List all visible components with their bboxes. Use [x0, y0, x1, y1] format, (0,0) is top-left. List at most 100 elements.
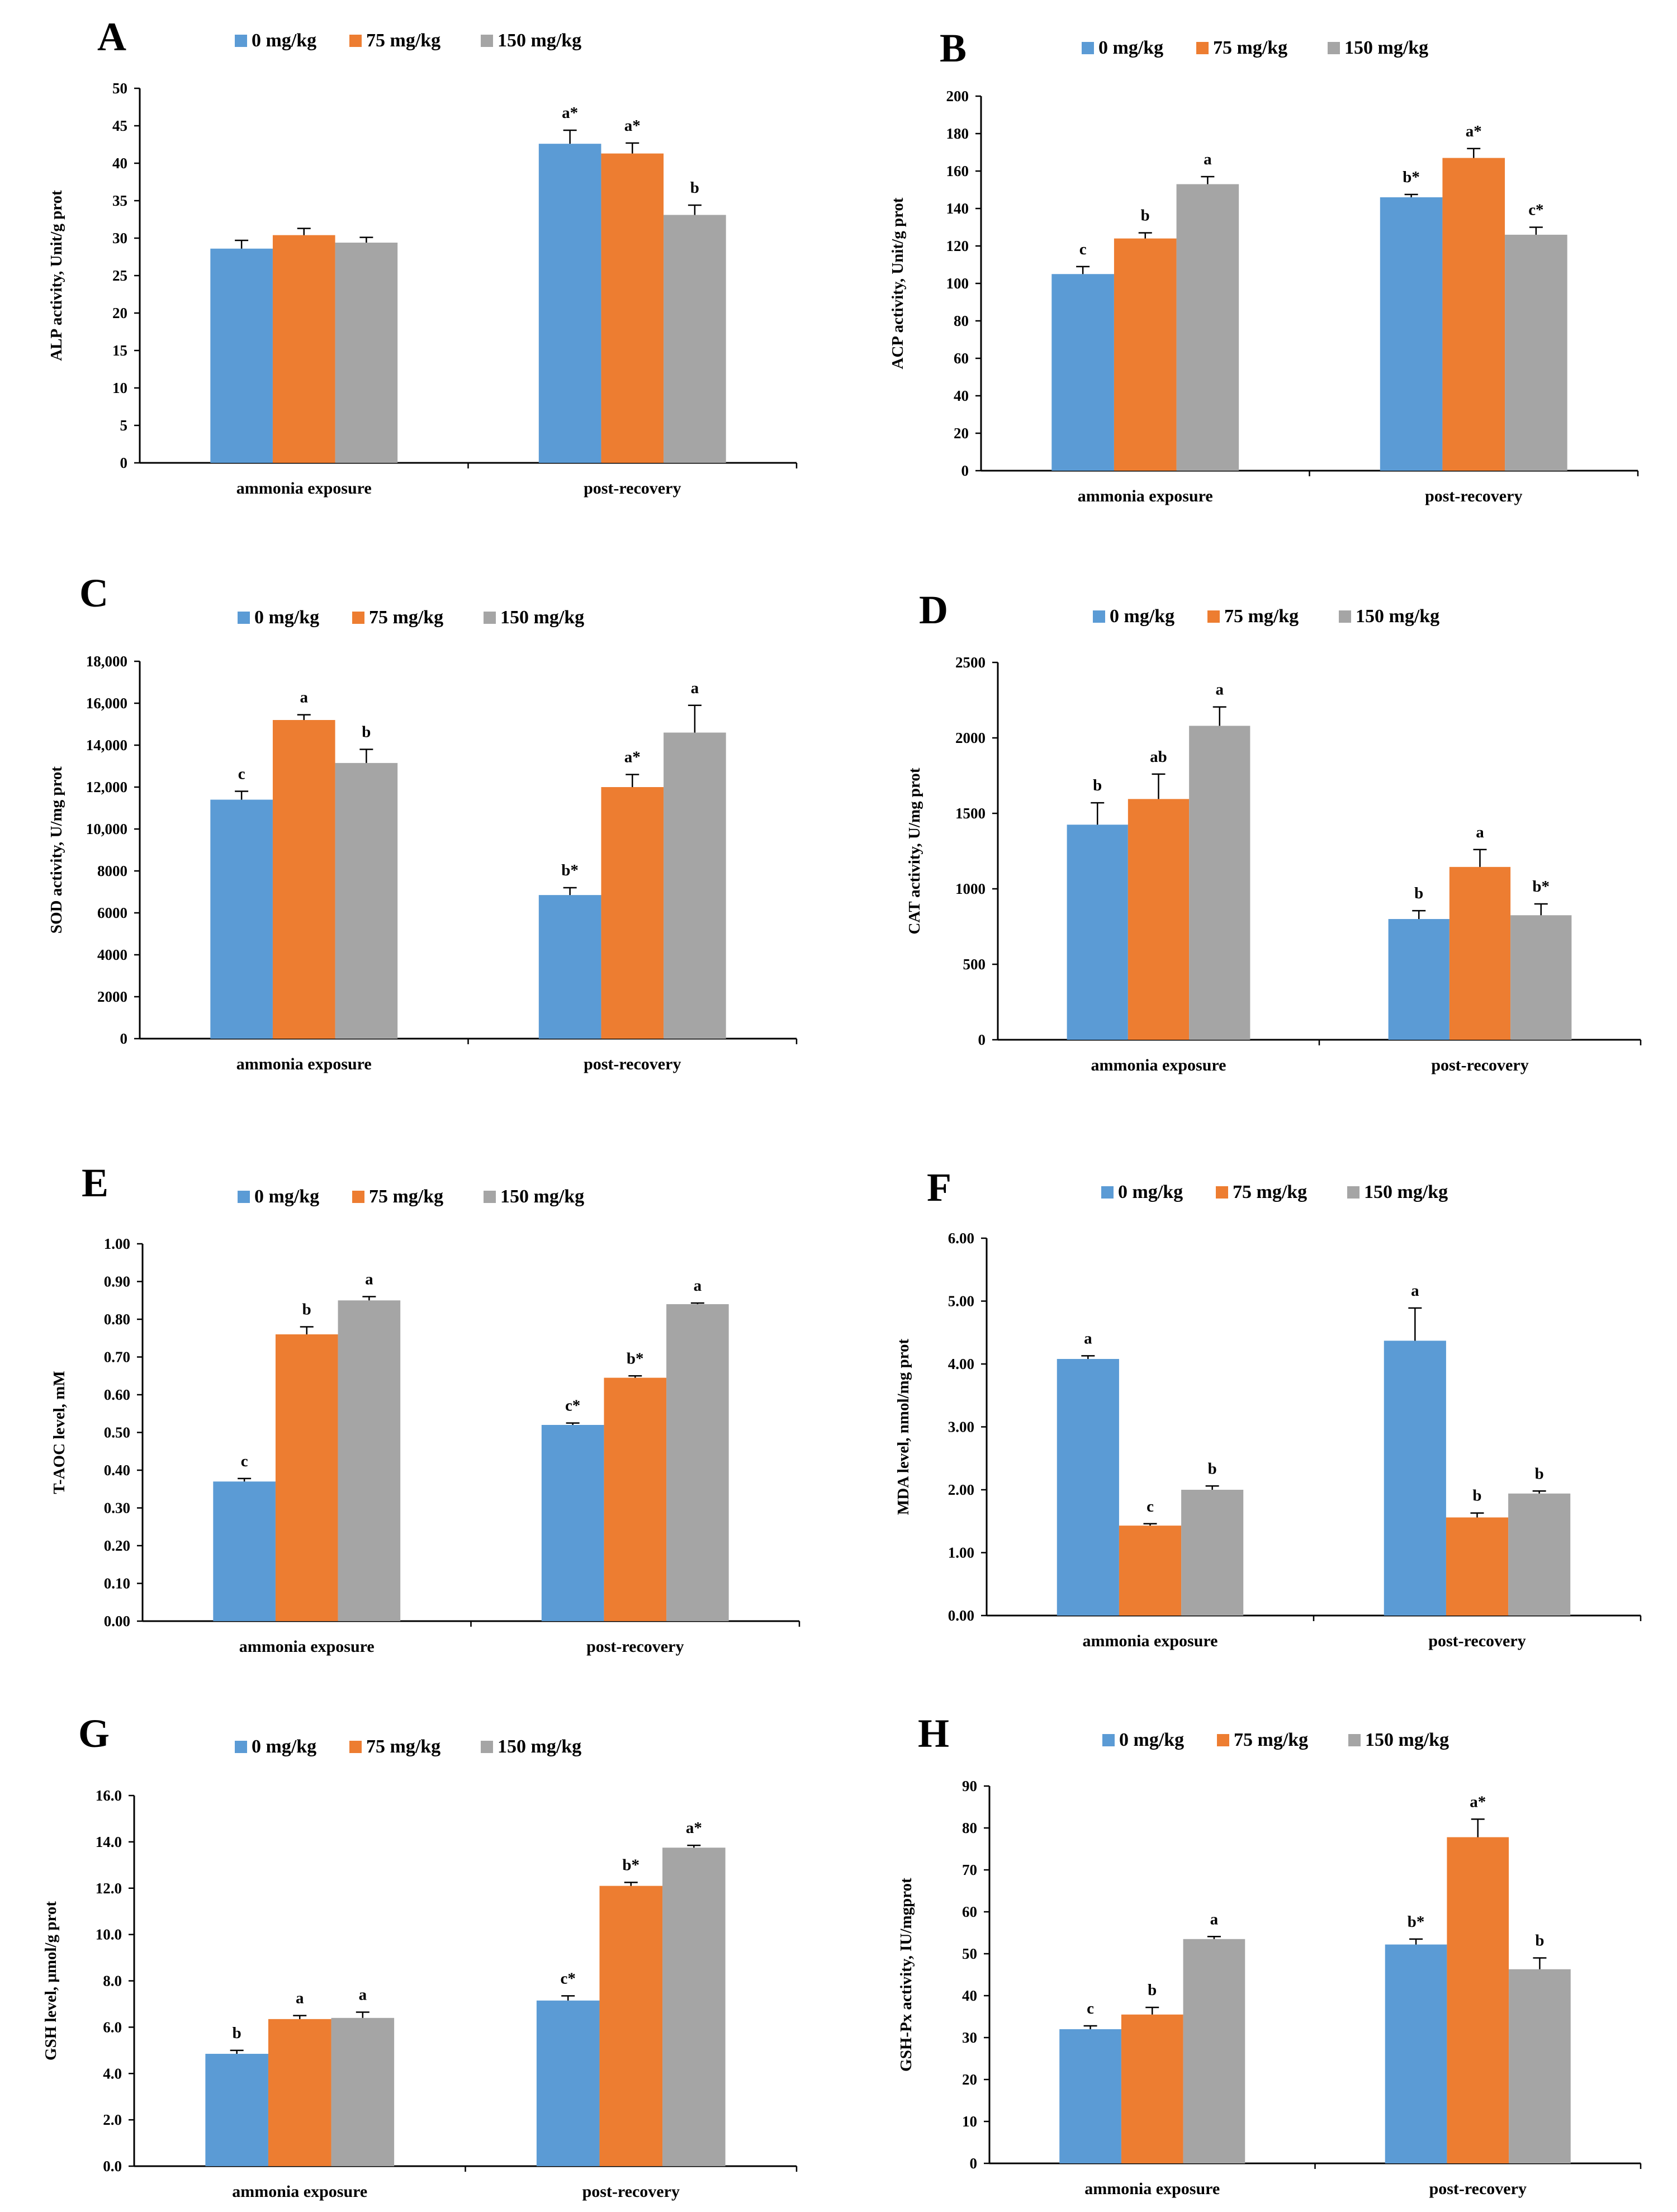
bar-75-mg-kg-post-recovery: [1447, 1837, 1509, 2163]
legend-label-0-mg-kg: 0 mg/kg: [1118, 1182, 1183, 1202]
bar-75-mg-kg-post-recovery: [1449, 866, 1511, 1040]
legend-label-150-mg-kg: 150 mg/kg: [498, 30, 581, 51]
category-label-ammonia-exposure: ammonia exposure: [236, 1055, 372, 1073]
legend-label-75-mg-kg: 75 mg/kg: [1213, 37, 1287, 58]
y-tick-label: 1.00: [948, 1545, 974, 1561]
legend-label-150-mg-kg: 150 mg/kg: [500, 607, 584, 628]
bar-150-mg-kg-post-recovery: [666, 1304, 729, 1621]
y-tick-label: 2500: [955, 654, 986, 671]
panel-letter-e: E: [82, 1161, 108, 1205]
legend-label-75-mg-kg: 75 mg/kg: [369, 1186, 443, 1207]
y-tick-label: 14.0: [96, 1834, 122, 1850]
y-tick-label: 5: [120, 417, 128, 434]
y-tick-label: 20: [962, 2071, 977, 2088]
y-tick-label: 200: [946, 88, 969, 105]
category-label-post-recovery: post-recovery: [1428, 1632, 1526, 1650]
legend-label-150-mg-kg: 150 mg/kg: [1364, 1182, 1448, 1202]
legend-d: 0 mg/kg 75 mg/kg 150 mg/kg: [1093, 606, 1439, 627]
bar-75-mg-kg-ammonia-exposure: [1128, 799, 1190, 1040]
significance-label: b: [1093, 776, 1102, 794]
y-tick-label: 10,000: [86, 821, 127, 837]
legend-swatch-75-mg-kg: [1217, 1734, 1229, 1746]
chart-panel-g: G 0 mg/kg 75 mg/kg 150 mg/kg 0.0 2.0 4.0 6.0 8.0…: [42, 1711, 798, 2201]
bar-75-mg-kg-post-recovery: [601, 787, 664, 1039]
y-axis-label-h: GSH-Px activity, IU/mgprot: [897, 1878, 915, 2072]
bar-0-mg-kg-ammonia-exposure: [1059, 2029, 1121, 2163]
legend-swatch-0-mg-kg: [1101, 1186, 1114, 1199]
bar-75-mg-kg-ammonia-exposure: [275, 1334, 338, 1621]
significance-label: a: [691, 679, 699, 697]
category-label-ammonia-exposure: ammonia exposure: [1083, 1632, 1218, 1650]
significance-label: c: [1079, 240, 1087, 258]
significance-label: b: [690, 179, 699, 197]
bar-0-mg-kg-ammonia-exposure: [1057, 1359, 1119, 1616]
significance-label: b: [1535, 1932, 1544, 1950]
y-tick-label: 16,000: [86, 695, 127, 712]
legend-label-75-mg-kg: 75 mg/kg: [1224, 606, 1299, 627]
y-tick-label: 0.40: [104, 1462, 130, 1479]
y-tick-label: 10.0: [96, 1926, 122, 1943]
y-axis-label-e: T-AOC level, mM: [50, 1371, 68, 1494]
y-tick-label: 70: [962, 1862, 977, 1878]
y-tick-label: 60: [962, 1903, 977, 1920]
y-axis-label-f: MDA level, nmol/mg prot: [894, 1339, 912, 1515]
bar-75-mg-kg-ammonia-exposure: [1114, 238, 1177, 471]
y-tick-label: 2.0: [103, 2111, 122, 2128]
bar-75-mg-kg-ammonia-exposure: [1121, 2014, 1183, 2163]
y-tick-label: 0: [970, 2155, 978, 2172]
category-label-ammonia-exposure: ammonia exposure: [1091, 1056, 1226, 1074]
bar-75-mg-kg-ammonia-exposure: [272, 720, 335, 1039]
legend-a: 0 mg/kg 75 mg/kg 150 mg/kg: [235, 30, 581, 51]
legend-label-0-mg-kg: 0 mg/kg: [1110, 606, 1174, 627]
significance-label: c*: [565, 1397, 580, 1415]
legend-swatch-75-mg-kg: [1196, 42, 1209, 54]
y-axis-label-b: ACP activity, Unit/g prot: [889, 197, 907, 370]
significance-label: b*: [622, 1856, 639, 1874]
y-tick-label: 0: [961, 462, 969, 479]
legend-swatch-0-mg-kg: [238, 1191, 250, 1203]
y-tick-label: 80: [962, 1820, 977, 1836]
legend-e: 0 mg/kg 75 mg/kg 150 mg/kg: [238, 1186, 584, 1207]
legend-label-0-mg-kg: 0 mg/kg: [254, 1186, 319, 1207]
significance-label: b: [233, 2024, 241, 2042]
category-label-post-recovery: post-recovery: [586, 1637, 684, 1656]
bar-75-mg-kg-post-recovery: [599, 1886, 663, 2166]
y-tick-label: 25: [112, 267, 127, 284]
y-tick-label: 6000: [97, 904, 127, 921]
legend-swatch-0-mg-kg: [235, 1741, 247, 1753]
legend-swatch-0-mg-kg: [1102, 1734, 1115, 1746]
y-tick-label: 1000: [955, 880, 986, 897]
significance-label: a: [1476, 823, 1484, 841]
y-tick-label: 180: [946, 125, 969, 142]
y-tick-label: 0.90: [104, 1273, 130, 1290]
bar-150-mg-kg-ammonia-exposure: [338, 1300, 401, 1621]
y-tick-label: 5.00: [948, 1293, 974, 1310]
y-tick-label: 16.0: [96, 1787, 122, 1804]
y-tick-label: 20: [112, 305, 127, 321]
y-tick-label: 6.00: [948, 1230, 974, 1247]
significance-label: a: [1411, 1282, 1419, 1300]
legend-label-75-mg-kg: 75 mg/kg: [369, 607, 443, 628]
y-tick-label: 0: [120, 454, 128, 471]
y-tick-label: 140: [946, 200, 969, 217]
legend-swatch-75-mg-kg: [349, 1741, 362, 1753]
y-tick-label: 4.00: [948, 1356, 974, 1372]
significance-label: a*: [624, 117, 641, 135]
y-tick-label: 0.30: [104, 1500, 130, 1517]
significance-label: ab: [1150, 748, 1167, 766]
bar-75-mg-kg-post-recovery: [1446, 1517, 1509, 1616]
y-tick-label: 2.00: [948, 1481, 974, 1498]
bar-150-mg-kg-post-recovery: [1505, 234, 1567, 471]
legend-label-150-mg-kg: 150 mg/kg: [1344, 37, 1428, 58]
category-label-ammonia-exposure: ammonia exposure: [1078, 487, 1213, 505]
bar-150-mg-kg-ammonia-exposure: [1183, 1939, 1245, 2163]
significance-label: b: [362, 723, 371, 741]
panel-letter-c: C: [79, 571, 108, 615]
y-tick-label: 0.20: [104, 1537, 130, 1554]
significance-label: a*: [562, 104, 578, 122]
bar-150-mg-kg-post-recovery: [662, 1848, 726, 2166]
panel-letter-g: G: [78, 1711, 110, 1756]
y-tick-label: 3.00: [948, 1419, 974, 1436]
y-tick-label: 1500: [955, 805, 986, 822]
